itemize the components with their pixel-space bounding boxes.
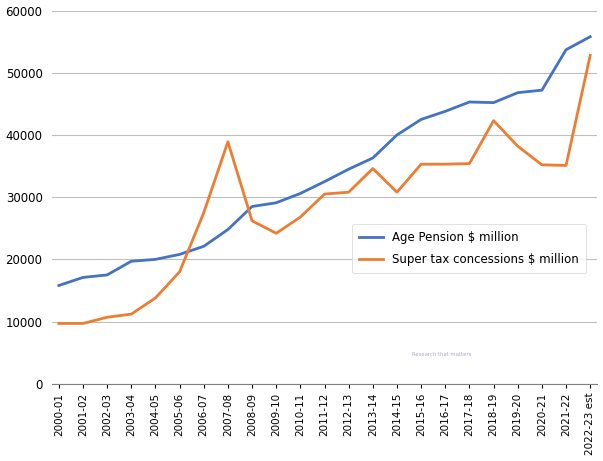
Super tax concessions $ million: [538, 162, 546, 168]
Super tax concessions $ million: [490, 118, 497, 124]
Age Pension $ million: [273, 200, 280, 206]
Age Pension $ million: [393, 132, 400, 138]
Age Pension $ million: [441, 108, 449, 114]
Super tax concessions $ million: [466, 161, 473, 166]
Super tax concessions $ million: [369, 166, 376, 171]
Age Pension $ million: [176, 252, 183, 257]
Age Pension $ million: [514, 90, 522, 95]
Line: Super tax concessions $ million: Super tax concessions $ million: [59, 55, 590, 324]
Super tax concessions $ million: [224, 139, 232, 145]
Age Pension $ million: [224, 227, 232, 232]
Age Pension $ million: [321, 179, 328, 184]
Super tax concessions $ million: [393, 189, 400, 195]
Age Pension $ million: [297, 191, 304, 196]
Super tax concessions $ million: [176, 269, 183, 275]
Age Pension $ million: [104, 272, 111, 278]
Age Pension $ million: [587, 34, 594, 40]
Line: Age Pension $ million: Age Pension $ million: [59, 37, 590, 285]
Super tax concessions $ million: [514, 143, 522, 149]
Age Pension $ million: [152, 257, 159, 262]
Age Pension $ million: [345, 166, 352, 172]
Super tax concessions $ million: [248, 218, 256, 224]
Age Pension $ million: [369, 155, 376, 161]
Super tax concessions $ million: [104, 314, 111, 320]
Age Pension $ million: [200, 243, 207, 249]
Age Pension $ million: [55, 283, 63, 288]
Super tax concessions $ million: [417, 161, 425, 167]
Super tax concessions $ million: [152, 295, 159, 301]
Super tax concessions $ million: [321, 191, 328, 197]
Super tax concessions $ million: [273, 230, 280, 236]
Super tax concessions $ million: [563, 163, 570, 168]
Age Pension $ million: [248, 204, 256, 209]
Super tax concessions $ million: [55, 321, 63, 326]
Age Pension $ million: [563, 47, 570, 53]
Age Pension $ million: [80, 275, 87, 280]
Super tax concessions $ million: [345, 189, 352, 195]
Super tax concessions $ million: [128, 311, 135, 317]
Super tax concessions $ million: [441, 161, 449, 167]
Super tax concessions $ million: [587, 53, 594, 58]
Age Pension $ million: [490, 100, 497, 106]
Age Pension $ million: [538, 88, 546, 93]
Super tax concessions $ million: [297, 214, 304, 220]
Legend: Age Pension $ million, Super tax concessions $ million: Age Pension $ million, Super tax concess…: [352, 224, 586, 273]
Age Pension $ million: [466, 99, 473, 105]
Age Pension $ million: [417, 117, 425, 122]
Super tax concessions $ million: [80, 321, 87, 326]
Super tax concessions $ million: [200, 210, 207, 215]
Age Pension $ million: [128, 259, 135, 264]
